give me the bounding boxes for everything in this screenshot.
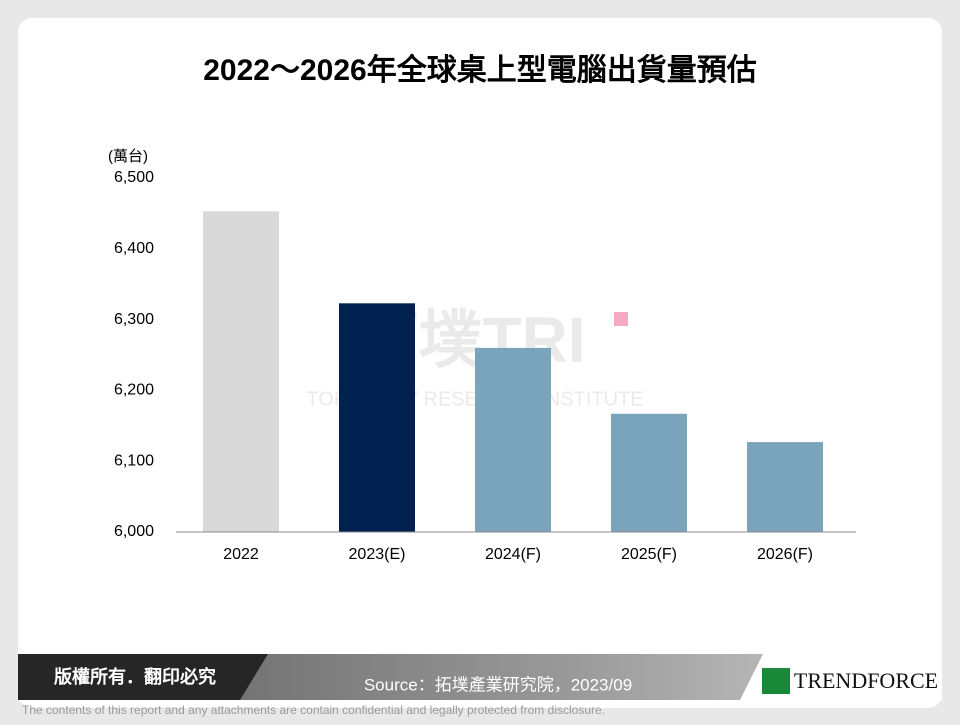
footer-left (18, 654, 268, 700)
bar (611, 413, 687, 532)
y-unit: (萬台) (108, 148, 148, 165)
x-tick-label: 2024(F) (485, 546, 541, 563)
disclaimer: The contents of this report and any atta… (22, 703, 605, 717)
chart-title: 2022～2026年全球桌上型電腦出貨量預估 (203, 53, 756, 87)
plot: 6,000 6,100 6,200 6,300 6,400 6,500 2022 2023(E… (114, 169, 856, 563)
y-tick-label: 6,200 (114, 382, 154, 399)
bar (475, 347, 551, 532)
bar (203, 211, 279, 532)
copyright: 版權所有．翻印必究 (54, 666, 216, 687)
decoration (614, 312, 628, 326)
x-tick-label: 2026(F) (757, 546, 813, 563)
bar (747, 442, 823, 532)
y-tick-label: 6,000 (114, 523, 154, 540)
bar (339, 303, 415, 532)
y-tick-label: 6,100 (114, 452, 154, 469)
logo-box (740, 640, 942, 700)
x-tick-label: 2022 (223, 546, 259, 563)
y-tick-label: 6,300 (114, 311, 154, 328)
source: Source：拓墣產業研究院，2023/09 (364, 675, 632, 694)
y-tick-label: 6,500 (114, 169, 154, 186)
logo-icon (762, 668, 790, 694)
x-tick-label: 2025(F) (621, 546, 677, 563)
x-tick-label: 2023(E) (349, 546, 406, 563)
y-tick-label: 6,400 (114, 240, 154, 257)
logo: TRENDFORCE (794, 668, 938, 693)
